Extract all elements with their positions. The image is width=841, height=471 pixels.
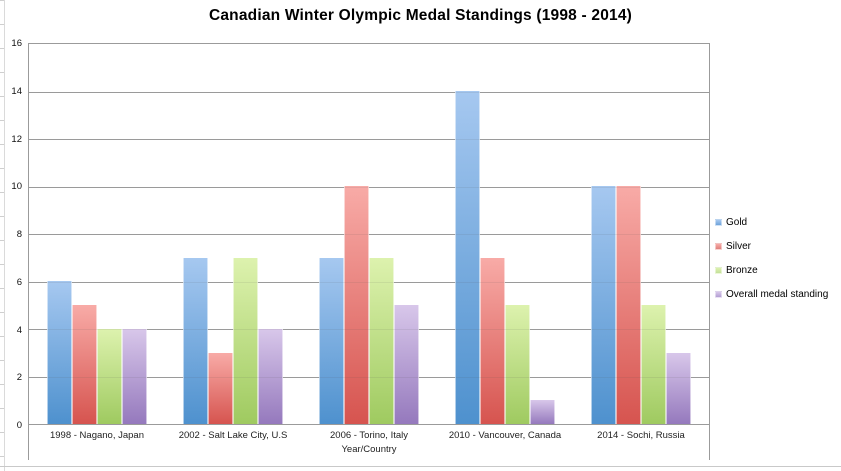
y-tick-label-8: 8 xyxy=(16,229,22,240)
legend-label-gold: Gold xyxy=(726,216,748,228)
legend-item-bronze: Bronze xyxy=(715,258,828,282)
legend-swatch-overall-medal-standing xyxy=(715,290,722,298)
plot-inner xyxy=(29,44,709,424)
gridline-overlay-y-8 xyxy=(29,234,709,235)
bar-overall-medal-standing-1998 xyxy=(122,329,147,424)
bar-gold-1998 xyxy=(47,281,72,424)
y-tick-label-14: 14 xyxy=(11,86,22,97)
legend-swatch-bronze xyxy=(715,266,722,274)
legend-swatch-gold xyxy=(715,218,722,226)
spreadsheet-edge-strip xyxy=(0,0,5,471)
bar-silver-2002 xyxy=(208,353,233,424)
bar-overall-medal-standing-2014 xyxy=(666,353,691,424)
legend-label-bronze: Bronze xyxy=(726,264,758,276)
gridline-overlay-y-4 xyxy=(29,329,709,330)
bar-silver-2006 xyxy=(344,186,369,424)
y-tick-label-0: 0 xyxy=(16,420,22,431)
bar-gold-2006 xyxy=(319,258,344,424)
gridline-y-12 xyxy=(29,139,709,140)
legend-item-overall-medal-standing: Overall medal standing xyxy=(715,282,828,306)
legend-item-gold: Gold xyxy=(715,210,828,234)
gridline-y-8 xyxy=(29,234,709,235)
legend-swatch-silver xyxy=(715,242,722,250)
y-tick-label-16: 16 xyxy=(11,38,22,49)
bar-silver-1998 xyxy=(72,305,97,424)
y-tick-label-6: 6 xyxy=(16,277,22,288)
y-tick-label-4: 4 xyxy=(16,325,22,336)
bar-overall-medal-standing-2006 xyxy=(394,305,419,424)
chart-legend: Gold Silver Bronze Overall medal standing xyxy=(715,210,828,306)
gridline-overlay-y-2 xyxy=(29,377,709,378)
category-label-2010: 2010 - Vancouver, Canada xyxy=(448,430,562,441)
bar-bronze-2002 xyxy=(233,258,258,424)
category-label-2002: 2002 - Salt Lake City, U.S xyxy=(178,430,288,441)
bar-overall-medal-standing-2010 xyxy=(530,400,555,424)
bar-bronze-2006 xyxy=(369,258,394,424)
bar-gold-2002 xyxy=(183,258,208,424)
chart-title: Canadian Winter Olympic Medal Standings … xyxy=(208,7,633,24)
legend-label-overall-medal-standing: Overall medal standing xyxy=(726,288,829,300)
bar-bronze-2014 xyxy=(641,305,666,424)
y-tick-label-2: 2 xyxy=(16,372,22,383)
bar-silver-2010 xyxy=(480,258,505,424)
gridline-overlay-y-6 xyxy=(29,282,709,283)
bar-bronze-2010 xyxy=(505,305,530,424)
category-label-2014: 2014 - Sochi, Russia xyxy=(597,430,685,441)
bar-gold-2014 xyxy=(591,186,616,424)
spreadsheet-gridline xyxy=(0,466,841,467)
category-label-2006: 2006 - Torino, Italy xyxy=(330,430,408,441)
gridline-overlay-y-14 xyxy=(29,92,709,93)
gridline-y-10 xyxy=(29,187,709,188)
category-label-1998: 1998 - Nagano, Japan xyxy=(49,430,145,441)
bar-overall-medal-standing-2002 xyxy=(258,329,283,424)
x-axis-title: Year/Country xyxy=(341,444,397,455)
gridline-overlay-y-12 xyxy=(29,139,709,140)
bar-bronze-1998 xyxy=(97,329,122,424)
bar-silver-2014 xyxy=(616,186,641,424)
gridline-y-14 xyxy=(29,92,709,93)
category-box-left-border xyxy=(28,425,29,460)
y-tick-label-12: 12 xyxy=(11,134,22,145)
category-box-right-border xyxy=(709,425,710,460)
y-tick-label-10: 10 xyxy=(11,181,22,192)
bar-gold-2010 xyxy=(455,91,480,424)
legend-label-silver: Silver xyxy=(726,240,752,252)
gridline-overlay-y-10 xyxy=(29,187,709,188)
legend-item-silver: Silver xyxy=(715,234,828,258)
